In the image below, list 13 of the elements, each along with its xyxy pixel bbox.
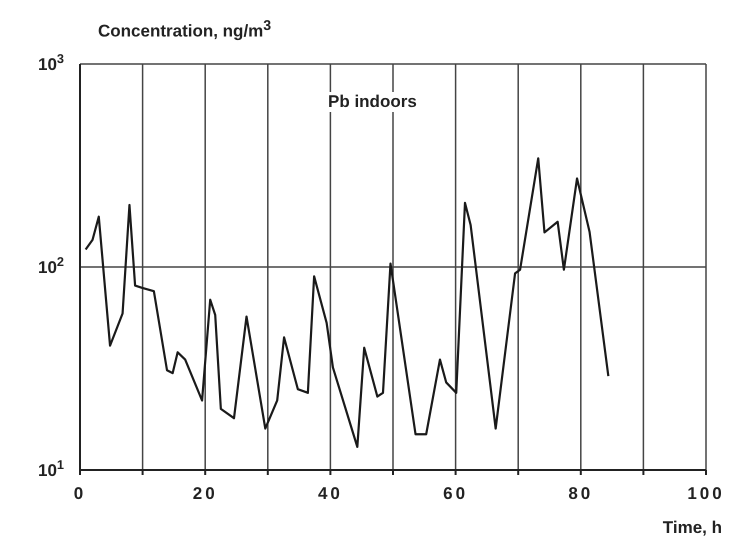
x-tick-label: 20 — [192, 484, 218, 503]
y-axis-title: Concentration, ng/m$^{3}$ — [98, 18, 272, 42]
x-tick-label: 100 — [687, 484, 725, 503]
y-tick-label: 10$^{1}$ — [38, 456, 64, 480]
x-tick-label: 60 — [443, 484, 468, 503]
x-axis-title: Time, h — [662, 518, 722, 538]
x-tick-label: 80 — [568, 484, 594, 503]
line-series — [84, 157, 610, 448]
annotation: Pb indoors — [328, 92, 417, 112]
x-tick-label: 0 — [74, 484, 86, 503]
x-tick-label: 40 — [318, 484, 343, 503]
y-tick-label: 10$^{3}$ — [38, 50, 64, 74]
y-tick-label: 10$^{2}$ — [38, 254, 64, 277]
